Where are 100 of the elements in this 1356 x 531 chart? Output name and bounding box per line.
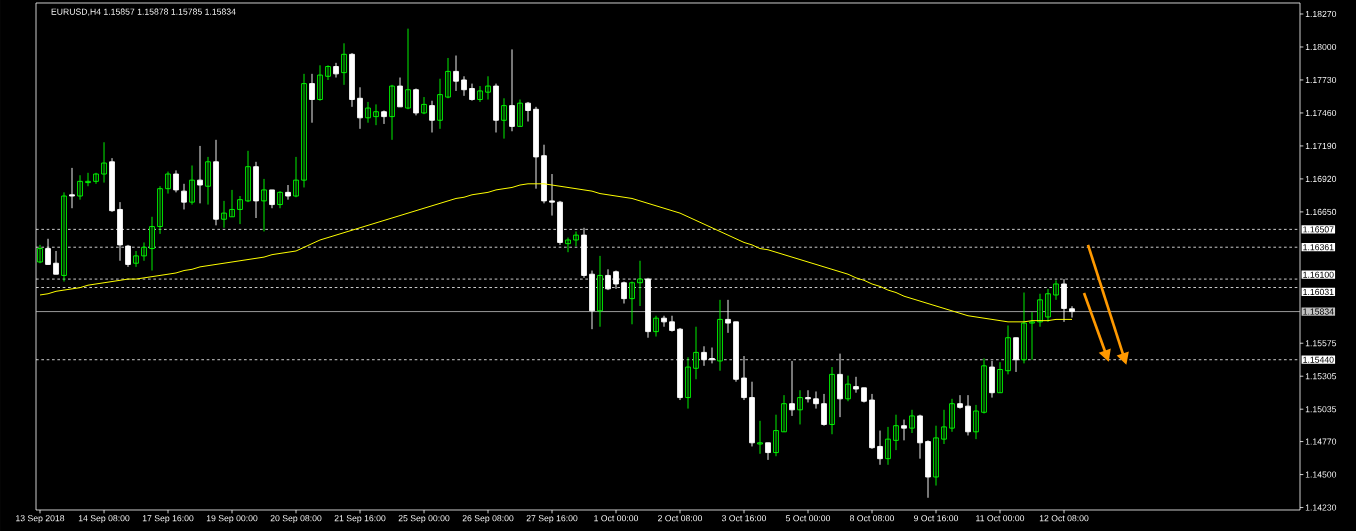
y-tick-label: 1.18000 — [1305, 43, 1337, 51]
x-tick-label: 12 Oct 08:00 — [1039, 515, 1089, 522]
candlestick — [965, 394, 971, 436]
candlestick — [933, 425, 939, 487]
candlestick — [765, 442, 771, 461]
candlestick — [1021, 292, 1027, 364]
candlestick — [773, 414, 779, 457]
y-tick-label: 1.17460 — [1305, 109, 1337, 117]
candlestick — [325, 64, 331, 81]
x-tick-label: 13 Sep 2018 — [16, 515, 65, 523]
candlestick — [93, 172, 99, 185]
candlestick — [461, 75, 467, 97]
candlestick — [893, 414, 899, 451]
x-tick-label: 8 Oct 08:00 — [849, 515, 895, 522]
candlestick — [165, 171, 171, 195]
candlestick — [925, 439, 931, 499]
candlestick — [365, 101, 371, 124]
candlestick — [749, 381, 755, 447]
candlestick — [269, 189, 275, 209]
candlestick — [861, 387, 867, 403]
candlestick — [437, 78, 443, 130]
candlestick — [501, 97, 507, 140]
candlestick — [405, 28, 411, 110]
candlestick — [413, 88, 419, 116]
candlestick — [629, 281, 635, 325]
candlestick — [397, 77, 403, 108]
candlestick — [341, 42, 347, 86]
candlestick — [541, 144, 547, 204]
ref-line-label: 1.16100 — [1303, 271, 1334, 278]
candlestick — [653, 315, 659, 337]
candlestick — [389, 84, 395, 141]
candlestick — [293, 156, 299, 198]
candlestick — [261, 178, 267, 232]
candlestick — [949, 398, 955, 433]
candlestick — [1005, 325, 1011, 375]
candlestick — [357, 86, 363, 130]
x-tick-label: 26 Sep 08:00 — [462, 515, 514, 523]
y-tick-label: 1.15575 — [1305, 340, 1337, 347]
y-tick-label: 1.15035 — [1305, 406, 1337, 413]
x-tick-label: 27 Sep 16:00 — [526, 515, 578, 523]
candlestick — [141, 241, 147, 262]
candlestick — [37, 244, 43, 264]
candlestick — [733, 321, 739, 383]
candlestick — [453, 55, 459, 92]
x-tick-label: 17 Sep 16:00 — [142, 515, 194, 523]
candlestick — [693, 326, 699, 380]
candlestick — [173, 169, 179, 193]
candlestick — [565, 237, 571, 253]
candlestick — [101, 141, 107, 184]
candlestick — [77, 174, 83, 201]
ref-line-label: 1.16361 — [1303, 244, 1334, 251]
y-tick-label: 1.16650 — [1305, 208, 1337, 215]
ref-line-label: 1.15440 — [1303, 356, 1334, 363]
candlestick — [525, 101, 531, 122]
candlestick — [197, 145, 203, 204]
candlestick — [717, 299, 723, 372]
candlestick — [493, 83, 499, 133]
y-tick-label: 1.14770 — [1305, 438, 1337, 445]
candlestick — [797, 389, 803, 425]
candlestick — [725, 299, 731, 334]
candlestick — [813, 391, 819, 410]
candlestick — [997, 361, 1003, 394]
candlestick — [309, 73, 315, 124]
x-tick-label: 9 Oct 16:00 — [914, 515, 959, 522]
x-tick-label: 19 Sep 00:00 — [206, 515, 258, 523]
candlestick — [189, 165, 195, 206]
text: EURUSD,H4 1.15857 1.15878 1.15785 1.15834 — [51, 8, 236, 16]
x-tick-label: 2 Oct 08:00 — [658, 515, 703, 522]
candlestick — [333, 62, 339, 78]
candlestick — [757, 420, 763, 455]
candlestick — [685, 356, 691, 410]
candlestick — [445, 57, 451, 99]
candlestick — [901, 419, 907, 441]
x-tick-label: 3 Oct 16:00 — [721, 515, 767, 522]
candlestick — [349, 52, 355, 108]
candlestick — [109, 157, 115, 213]
candlestick — [61, 191, 67, 282]
candlestick — [973, 404, 979, 440]
candlestick — [237, 195, 243, 225]
candlestick — [853, 376, 859, 394]
candlestick — [221, 200, 227, 229]
candlestick — [1029, 311, 1035, 361]
candlestick — [1045, 288, 1051, 323]
candlestick — [53, 250, 59, 275]
candlestick — [805, 389, 811, 403]
candlestick — [789, 360, 795, 417]
candlestick — [229, 189, 235, 218]
candlestick — [1069, 305, 1075, 319]
y-tick-label: 1.15305 — [1305, 373, 1337, 380]
candlestick — [205, 156, 211, 206]
candlestick — [245, 150, 251, 203]
candlestick — [885, 426, 891, 466]
candlestick — [869, 393, 875, 450]
candlestick — [149, 216, 155, 272]
y-tick-label: 1.14500 — [1305, 471, 1337, 478]
candlestick — [917, 414, 923, 460]
candlestick — [469, 83, 475, 102]
candlestick — [277, 190, 283, 209]
candlestick — [133, 250, 139, 268]
x-tick-label: 11 Oct 00:00 — [976, 515, 1025, 522]
